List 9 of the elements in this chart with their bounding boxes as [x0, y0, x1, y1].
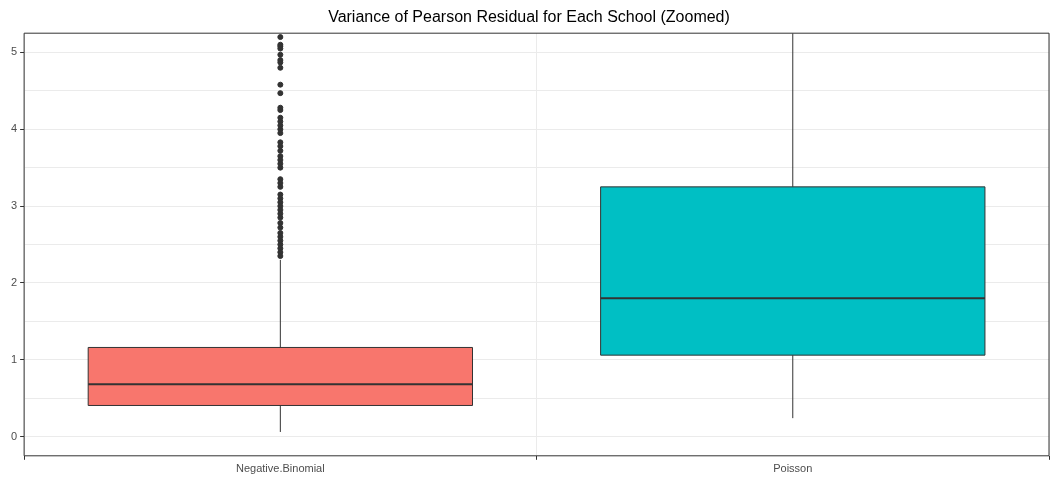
x-tick-label: Negative.Binomial [236, 462, 325, 475]
y-tick-label: 0 [10, 429, 18, 442]
y-tick-label: 4 [10, 122, 18, 135]
y-tick-label: 1 [10, 352, 18, 365]
x-tick-label: Poisson [773, 462, 813, 475]
y-tick-label: 2 [10, 275, 18, 288]
y-tick-label: 5 [10, 45, 18, 58]
chart-title: Variance of Pearson Residual for Each School (Zoomed) [328, 8, 730, 26]
y-tick-label: 3 [10, 199, 18, 212]
